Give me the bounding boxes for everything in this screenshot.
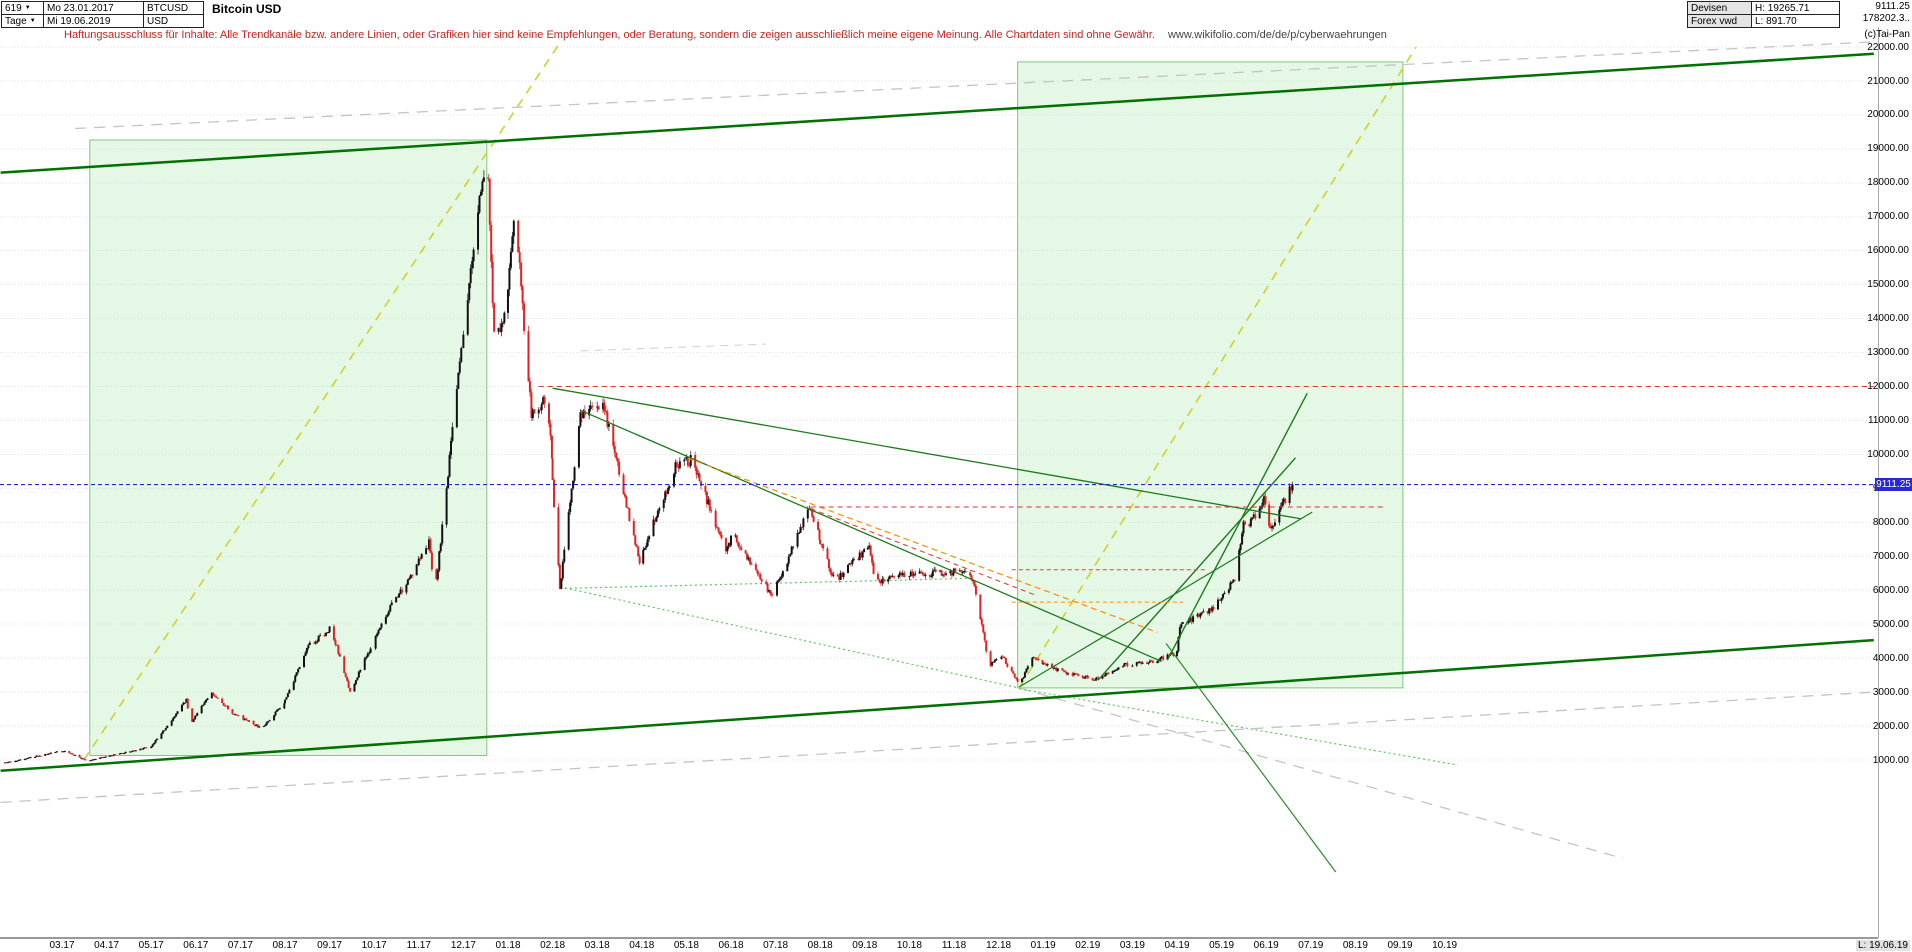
disclaimer-main: Haftungsausschluss für Inhalte: Alle Tre… — [64, 29, 1155, 41]
chart-header: 619 ▼ Mo 23.01.2017 BTCUSD Tage ▼ Mi 19.… — [0, 0, 1912, 28]
instrument-title: Bitcoin USD — [212, 2, 282, 16]
last-date-field[interactable]: Mi 19.06.2019 — [44, 15, 144, 28]
disclaimer-text: Haftungsausschluss für Inhalte: Alle Tre… — [64, 29, 1387, 41]
exchange-label: Devisen — [1688, 2, 1752, 15]
symbol-value: BTCUSD — [147, 2, 189, 14]
bars-count-dropdown-icon[interactable]: ▼ — [24, 5, 31, 11]
wikifolio-url: www.wikifolio.com/de/de/p/cyberwaehrunge… — [1167, 29, 1387, 41]
currency-value: USD — [147, 15, 169, 27]
symbol-field[interactable]: BTCUSD — [144, 2, 204, 15]
candlestick-series — [4, 170, 1294, 764]
annotations-above — [0, 52, 1878, 873]
grid-lines — [0, 46, 1878, 761]
header-right-fields: Devisen H: 19265.71 Forex vwd L: 891.70 — [1687, 1, 1840, 28]
high-value: H: 19265.71 — [1752, 2, 1840, 15]
last-date-value: Mi 19.06.2019 — [47, 15, 111, 27]
first-date-field[interactable]: Mo 23.01.2017 — [44, 2, 144, 15]
bars-count-select[interactable]: 619 ▼ — [2, 2, 44, 15]
period-value: Tage — [5, 15, 27, 27]
bars-count-value: 619 — [5, 2, 22, 14]
header-left-fields: 619 ▼ Mo 23.01.2017 BTCUSD Tage ▼ Mi 19.… — [1, 1, 204, 28]
feed-label: Forex vwd — [1688, 15, 1752, 28]
annotations-below — [0, 41, 1874, 860]
last-price-value: 9111.25 — [1875, 1, 1910, 12]
header-values-column: 9111.25 178202.3.. — [1840, 1, 1912, 28]
last-date-label: L: 19.06.19 — [1855, 940, 1910, 951]
header-right-block: Devisen H: 19265.71 Forex vwd L: 891.70 … — [1687, 1, 1912, 28]
period-dropdown-icon[interactable]: ▼ — [29, 18, 36, 24]
first-date-value: Mo 23.01.2017 — [47, 2, 114, 14]
low-value: L: 891.70 — [1752, 15, 1840, 28]
secondary-value: 178202.3.. — [1862, 13, 1910, 24]
period-select[interactable]: Tage ▼ — [2, 15, 44, 28]
taipan-copyright: (c)Tai-Pan — [1864, 29, 1910, 40]
current-price-tag: 9111.25 — [1875, 477, 1912, 491]
header-left-block: 619 ▼ Mo 23.01.2017 BTCUSD Tage ▼ Mi 19.… — [1, 1, 281, 28]
currency-field: USD — [144, 15, 204, 28]
